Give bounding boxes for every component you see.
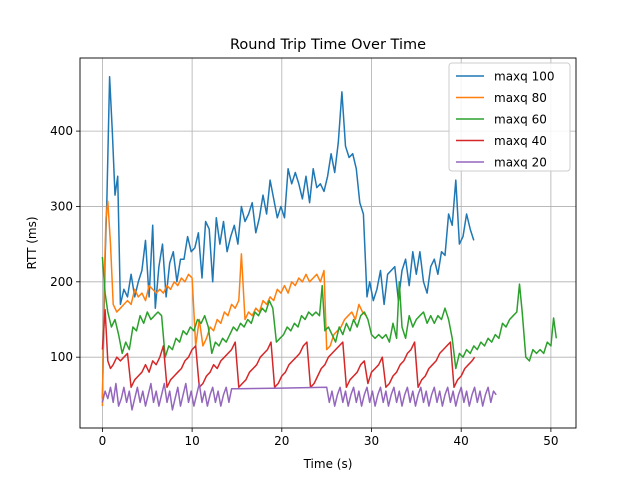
x-tick-label: 50 <box>543 434 558 448</box>
x-tick-label: 10 <box>184 434 199 448</box>
legend: maxq 100 maxq 80 maxq 60 maxq 40 maxq 20 <box>448 62 571 172</box>
series-line-maxq-60 <box>101 256 558 370</box>
legend-label-maxq-100: maxq 100 <box>494 70 554 84</box>
series-line-maxq-20 <box>101 382 497 411</box>
series-line-maxq-40 <box>101 308 476 389</box>
legend-label-maxq-80: maxq 80 <box>494 91 547 105</box>
y-tick-label: 400 <box>50 124 73 138</box>
y-axis-label: RTT (ms) <box>25 216 39 269</box>
chart-title: Round Trip Time Over Time <box>230 37 426 53</box>
legend-label-maxq-20: maxq 20 <box>494 156 547 170</box>
x-axis-ticks: 0 10 20 30 40 50 <box>99 428 559 448</box>
y-tick-label: 300 <box>50 199 73 213</box>
legend-label-maxq-40: maxq 40 <box>494 134 547 148</box>
legend-box <box>448 62 571 172</box>
y-tick-label: 100 <box>50 350 73 364</box>
series-line-maxq-80 <box>101 200 367 407</box>
x-axis-label: Time (s) <box>303 457 353 471</box>
series-lines <box>101 76 558 411</box>
y-tick-label: 200 <box>50 275 73 289</box>
x-tick-label: 30 <box>364 434 379 448</box>
legend-label-maxq-60: maxq 60 <box>494 113 547 127</box>
y-axis-ticks: 100 200 300 400 <box>50 124 80 364</box>
series-line-maxq-100 <box>101 76 475 399</box>
plot-frame <box>79 57 577 429</box>
x-tick-label: 40 <box>454 434 469 448</box>
x-tick-label: 20 <box>274 434 289 448</box>
x-tick-label: 0 <box>99 434 107 448</box>
